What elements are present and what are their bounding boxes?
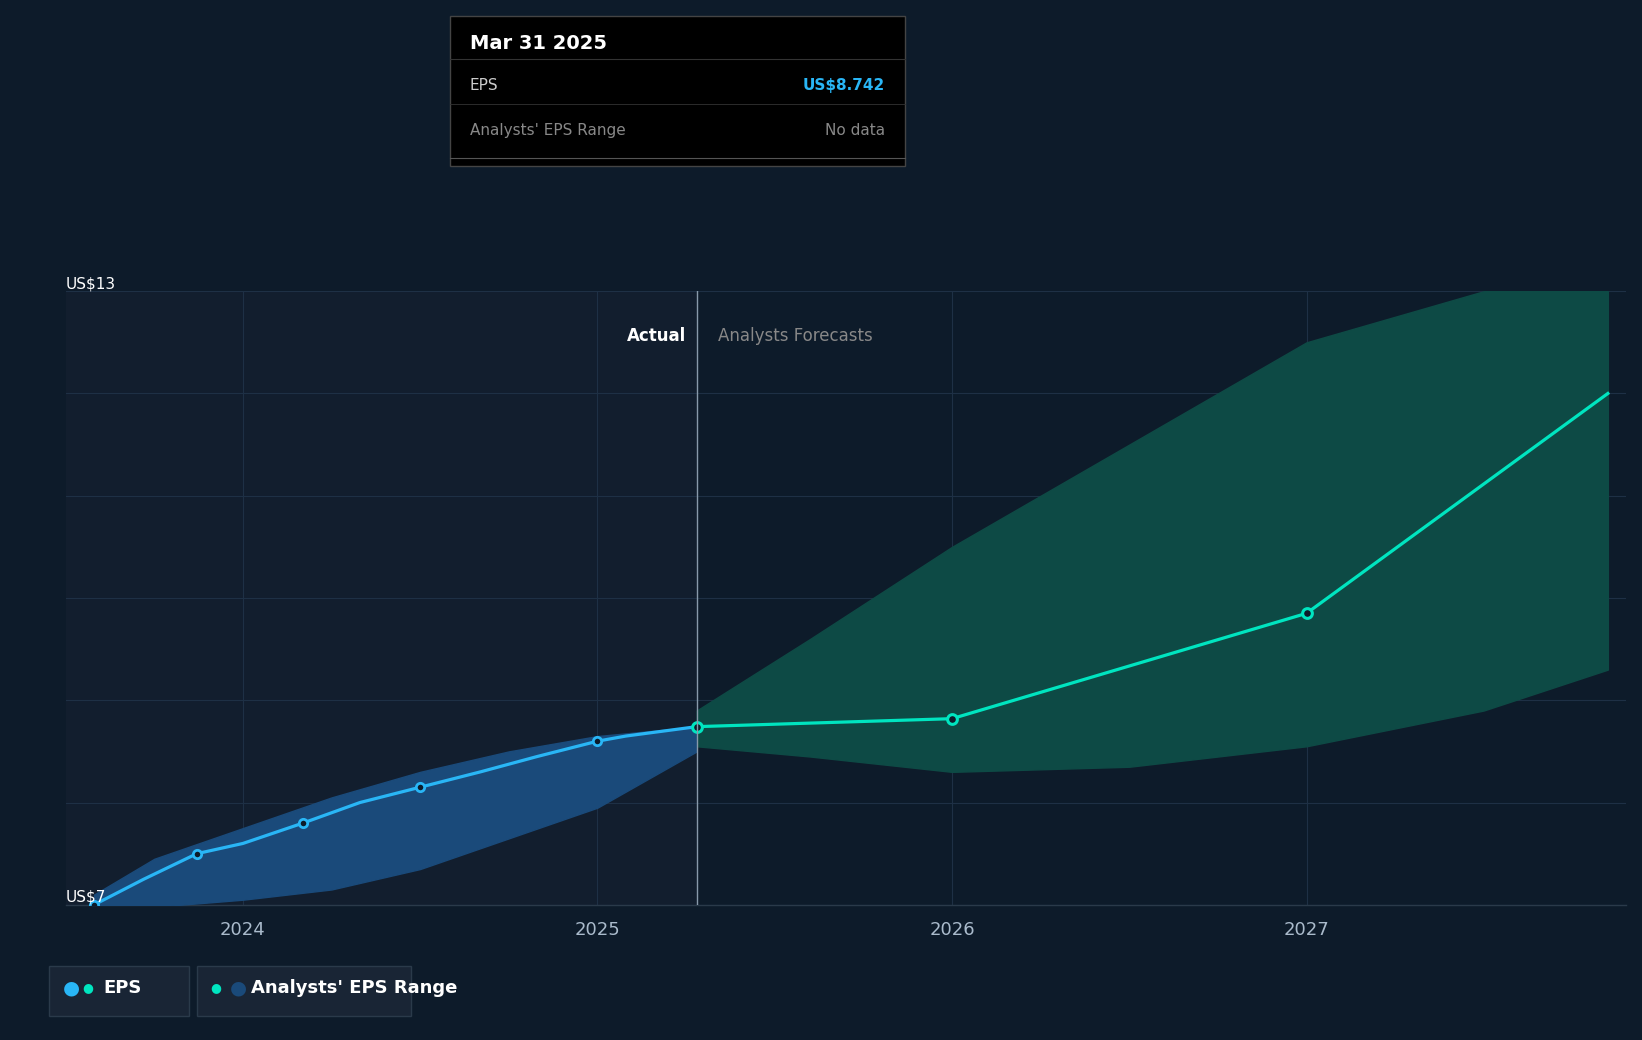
Text: US$7: US$7 xyxy=(66,890,107,905)
Text: US$13: US$13 xyxy=(66,277,117,291)
Text: Mar 31 2025: Mar 31 2025 xyxy=(470,34,606,53)
Text: Analysts' EPS Range: Analysts' EPS Range xyxy=(470,123,626,137)
Text: EPS: EPS xyxy=(470,78,498,93)
Text: Analysts' EPS Range: Analysts' EPS Range xyxy=(251,979,458,997)
Text: Analysts Forecasts: Analysts Forecasts xyxy=(718,327,874,345)
Bar xyxy=(66,291,696,905)
Text: No data: No data xyxy=(824,123,885,137)
Text: ●: ● xyxy=(82,982,94,994)
Text: Actual: Actual xyxy=(627,327,686,345)
Text: ●: ● xyxy=(210,982,222,994)
Text: ●: ● xyxy=(230,979,246,997)
Text: US$8.742: US$8.742 xyxy=(803,78,885,93)
Text: EPS: EPS xyxy=(103,979,141,997)
Text: ●: ● xyxy=(62,979,79,997)
